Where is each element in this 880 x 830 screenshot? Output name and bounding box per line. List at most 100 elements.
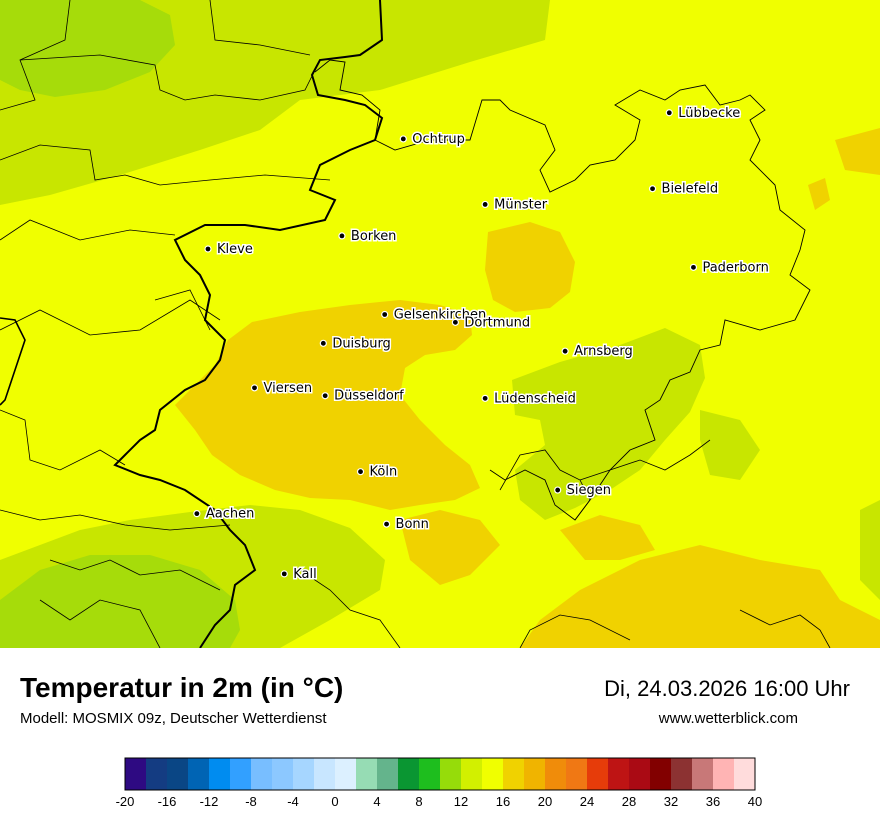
city-label-halo: Köln <box>370 465 398 480</box>
city-label-halo: Bielefeld <box>662 182 719 197</box>
temperature-zone-16-18-se <box>400 510 500 585</box>
map-canvas: LübbeckeLübbeckeOchtrupOchtrupBielefeldB… <box>0 0 880 648</box>
legend-swatch <box>566 758 588 790</box>
legend-swatch <box>587 758 609 790</box>
legend-swatch <box>608 758 630 790</box>
temperature-zone-16-18-ne <box>835 128 880 175</box>
legend-swatch <box>209 758 231 790</box>
city-label-halo: Ochtrup <box>412 132 465 147</box>
city-label-halo: Münster <box>494 197 548 212</box>
legend-swatch <box>230 758 252 790</box>
city-label-halo: Arnsberg <box>574 344 633 359</box>
city-dot <box>320 340 326 346</box>
city-label-halo: Kleve <box>217 242 253 257</box>
city-dot <box>205 246 211 252</box>
city-dot <box>400 136 406 142</box>
legend-swatch <box>314 758 336 790</box>
city-label: Düsseldorf <box>334 389 404 404</box>
legend-swatch <box>167 758 189 790</box>
city-label-halo: Aachen <box>206 507 254 522</box>
legend-swatch <box>629 758 651 790</box>
city-label-halo: Gelsenkirchen <box>394 308 487 323</box>
legend-swatch <box>251 758 273 790</box>
city-label: Dortmund <box>464 315 530 330</box>
legend-tick-label: 16 <box>496 794 510 809</box>
city-label-halo: Bonn <box>396 517 429 532</box>
city-dot <box>281 571 287 577</box>
city-dot <box>650 186 655 192</box>
legend-swatch <box>440 758 462 790</box>
website-link[interactable]: www.wetterblick.com <box>658 710 798 727</box>
city-label: Borken <box>351 229 397 244</box>
city-dot <box>562 348 568 354</box>
city-label-halo: Düsseldorf <box>334 389 404 404</box>
city-label-halo: Lübbecke <box>678 106 740 121</box>
legend-tick-label: 32 <box>664 794 678 809</box>
city-dot <box>384 521 389 527</box>
legend-swatch <box>650 758 672 790</box>
legend-swatch <box>188 758 210 790</box>
city-dot <box>691 264 696 270</box>
legend-swatch <box>482 758 504 790</box>
city-label-halo: Viersen <box>264 381 313 396</box>
legend-swatch <box>734 758 756 790</box>
city-label: Ochtrup <box>412 132 465 147</box>
legend-swatch <box>293 758 315 790</box>
city-label: Münster <box>494 197 548 212</box>
state-border-nrw <box>314 59 811 521</box>
legend-tick-label: 40 <box>748 794 762 809</box>
city-label: Viersen <box>264 381 313 396</box>
legend-tick-label: 36 <box>706 794 720 809</box>
city-dot <box>666 110 672 116</box>
city-label: Arnsberg <box>574 344 633 359</box>
city-label-halo: Duisburg <box>332 336 391 351</box>
temperature-zone-12-14-se <box>860 500 880 600</box>
temperature-zone-16-18-rhine <box>175 300 480 510</box>
city-label: Lüdenscheid <box>494 391 576 406</box>
legend-swatch <box>272 758 294 790</box>
legend-tick-label: 28 <box>622 794 636 809</box>
temperature-zone-10-12-sw <box>0 555 240 648</box>
legend-swatch <box>377 758 399 790</box>
legend-frame <box>124 757 756 791</box>
model-source: Modell: MOSMIX 09z, Deutscher Wetterdien… <box>20 710 327 727</box>
legend-tick-label: 8 <box>415 794 422 809</box>
temperature-zone-12-14-sauerland <box>512 328 705 520</box>
city-label: Duisburg <box>332 336 391 351</box>
city-markers: LübbeckeLübbeckeOchtrupOchtrupBielefeldB… <box>193 104 770 583</box>
city-dot <box>452 319 458 325</box>
city-dot <box>252 385 257 391</box>
temperature-zone-16-18-siegen <box>560 515 655 560</box>
temperature-zone-10-12-nw <box>0 0 175 97</box>
city-label: Aachen <box>206 507 254 522</box>
city-dot <box>194 511 200 517</box>
legend-swatch <box>146 758 168 790</box>
city-dot <box>358 469 363 475</box>
city-label: Siegen <box>567 483 611 498</box>
city-label: Paderborn <box>702 260 768 275</box>
city-label: Kall <box>293 567 317 582</box>
legend-swatch <box>503 758 525 790</box>
color-legend: -20 -16 -12 -8 -4 0 4 8 12 16 20 24 28 32 36 40 <box>116 757 762 809</box>
city-label: Bonn <box>396 517 429 532</box>
legend-swatch <box>671 758 693 790</box>
temperature-zone-16-18-muenster <box>485 222 575 312</box>
legend-swatch <box>419 758 441 790</box>
city-label: Köln <box>370 465 398 480</box>
city-label-halo: Dortmund <box>464 315 530 330</box>
city-label: Lübbecke <box>678 106 740 121</box>
legend-swatch <box>545 758 567 790</box>
city-label-halo: Kall <box>293 567 317 582</box>
city-label-halo: Paderborn <box>702 260 768 275</box>
